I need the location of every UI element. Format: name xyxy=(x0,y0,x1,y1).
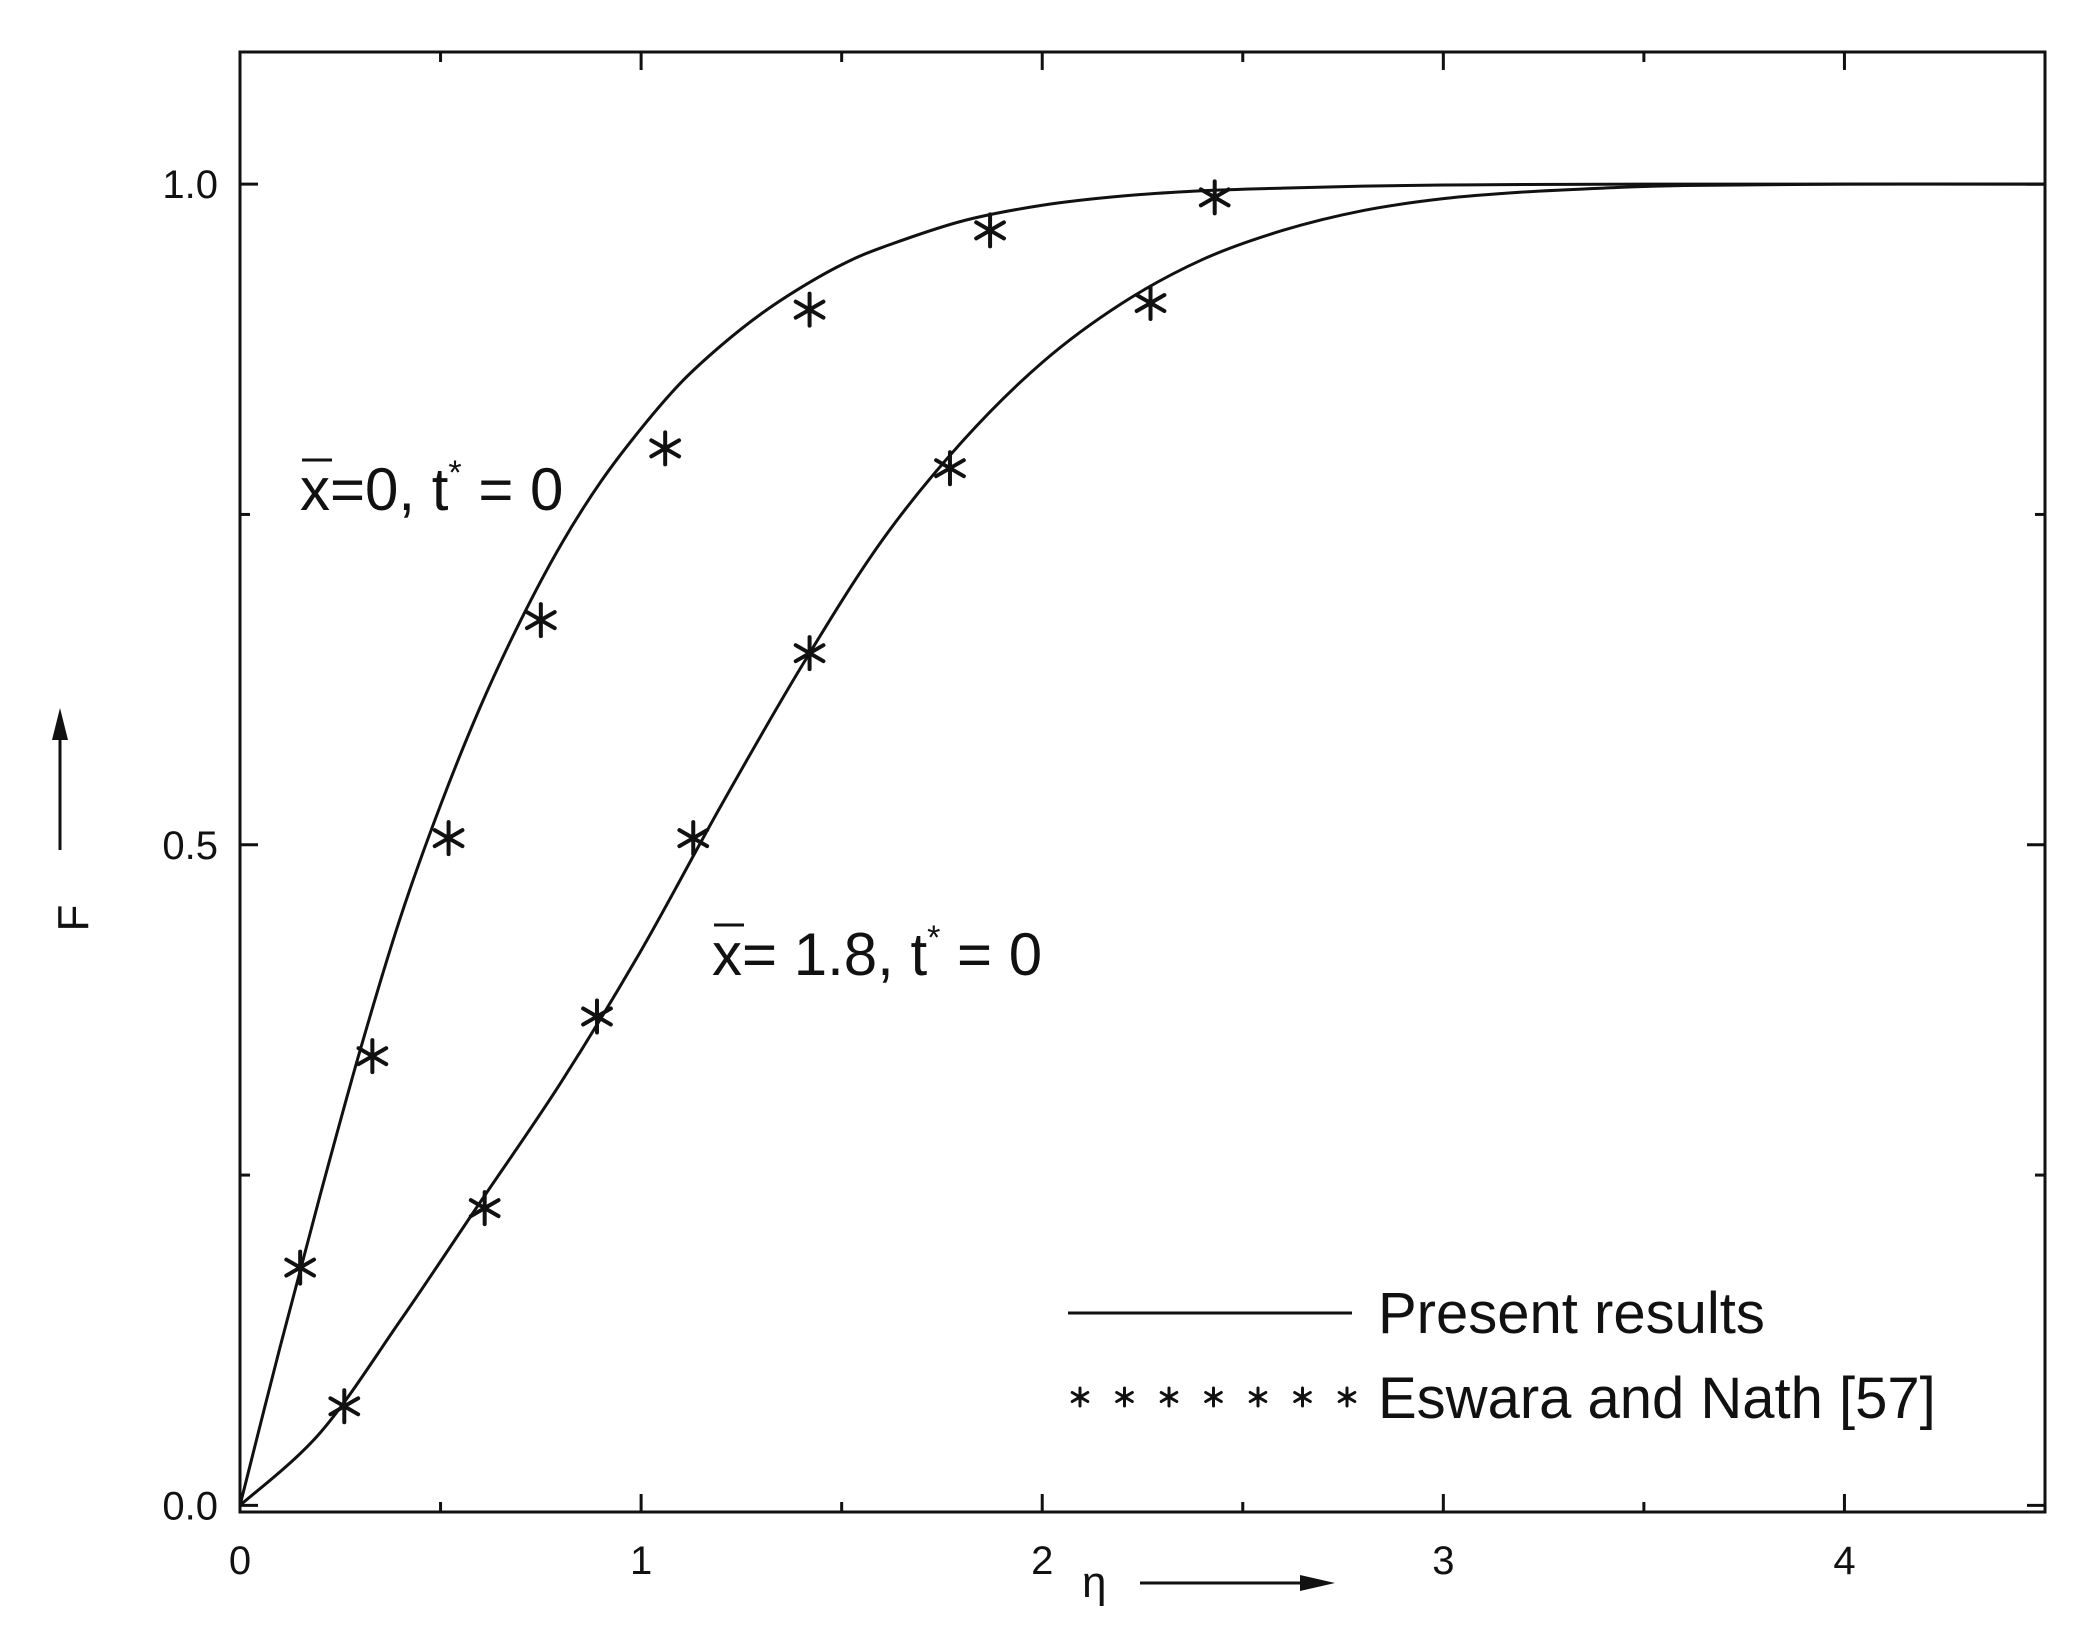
marker-stroke xyxy=(677,828,710,849)
marker-stroke xyxy=(1248,1391,1268,1403)
marker-stroke xyxy=(934,458,966,479)
legend-star xyxy=(1337,1386,1357,1408)
legend-star xyxy=(1115,1386,1134,1408)
marker-stroke xyxy=(1159,1391,1179,1403)
series-1-marker xyxy=(328,1388,361,1425)
series-0-marker xyxy=(974,212,1006,249)
marker-stroke xyxy=(1204,1391,1223,1403)
plot-frame xyxy=(238,50,2047,1514)
series-0-marker xyxy=(356,1038,389,1075)
marker-stroke xyxy=(284,1257,317,1278)
x-axis-label: η xyxy=(1082,1558,1106,1607)
marker-stroke xyxy=(974,220,1006,241)
x-tick-label: 3 xyxy=(1432,1539,1454,1583)
annotation-text: x= 1.8, t* = 0 xyxy=(712,919,1042,988)
x-tick-label: 2 xyxy=(1031,1539,1053,1583)
x-tick-label: 4 xyxy=(1833,1539,1855,1583)
legend-star xyxy=(1204,1386,1223,1408)
y-tick-label: 0.5 xyxy=(162,824,218,868)
series-1-marker xyxy=(1134,285,1167,322)
y-tick-label: 0.0 xyxy=(162,1484,218,1528)
series-1-marker xyxy=(677,820,710,857)
series-0-marker xyxy=(524,602,557,639)
marker-stroke xyxy=(649,438,682,459)
legend-entry-present-results: Present results xyxy=(1378,1281,1765,1346)
series-0-marker xyxy=(793,291,826,328)
series-layer xyxy=(238,179,2046,1507)
marker-stroke xyxy=(793,299,826,320)
legend-star xyxy=(1248,1386,1268,1408)
marker-stroke xyxy=(1293,1391,1312,1403)
series-0-marker xyxy=(432,820,465,857)
marker-stroke xyxy=(793,643,826,664)
series-1-marker xyxy=(934,450,966,487)
marker-stroke xyxy=(581,1006,613,1027)
series-0-marker xyxy=(1198,179,1231,216)
marker-stroke xyxy=(1134,293,1167,314)
annotation-text: x=0, t* = 0 xyxy=(300,454,563,523)
x-tick-label: 0 xyxy=(229,1539,251,1583)
marker-stroke xyxy=(468,1198,501,1219)
series-1-marker xyxy=(468,1190,501,1227)
curve-annotation: x= 1.8, t* = 0 xyxy=(712,919,1042,988)
marker-stroke xyxy=(524,610,557,631)
marker-stroke xyxy=(356,1046,389,1067)
marker-stroke xyxy=(1070,1391,1090,1403)
legend-entry-eswara-nath: Eswara and Nath [57] xyxy=(1378,1366,1936,1431)
tick-marks xyxy=(238,52,2045,1512)
marker-stroke xyxy=(1337,1391,1357,1403)
legend-star xyxy=(1159,1386,1179,1408)
marker-stroke xyxy=(432,828,465,849)
series-1-marker xyxy=(793,635,826,672)
annotations: x=0, t* = 0 x= 1.8, t* = 0 xyxy=(300,454,1042,988)
y-tick-label: 1.0 xyxy=(162,163,218,207)
series-1-line xyxy=(238,182,2046,1507)
legend-star xyxy=(1070,1386,1090,1408)
marker-stroke xyxy=(1198,187,1231,208)
legend-star xyxy=(1293,1386,1312,1408)
legend-marker-swatch xyxy=(1070,1386,1357,1408)
y-axis-arrow xyxy=(52,708,68,850)
marker-stroke xyxy=(1115,1391,1134,1403)
series-0-line xyxy=(238,182,2045,1506)
series-0-marker xyxy=(649,430,682,467)
marker-stroke xyxy=(328,1396,361,1417)
x-axis-arrow xyxy=(1140,1575,1335,1591)
series-1-marker xyxy=(581,998,613,1035)
curve-annotation: x=0, t* = 0 xyxy=(300,454,563,523)
tick-labels: 0 1 2 3 4 0.0 0.5 1.0 xyxy=(162,163,1855,1583)
y-axis-label: F xyxy=(49,905,98,932)
x-tick-label: 1 xyxy=(630,1539,652,1583)
series-0-marker xyxy=(284,1249,317,1286)
legend: Present results Eswara and Nath [57] xyxy=(1068,1281,1936,1431)
